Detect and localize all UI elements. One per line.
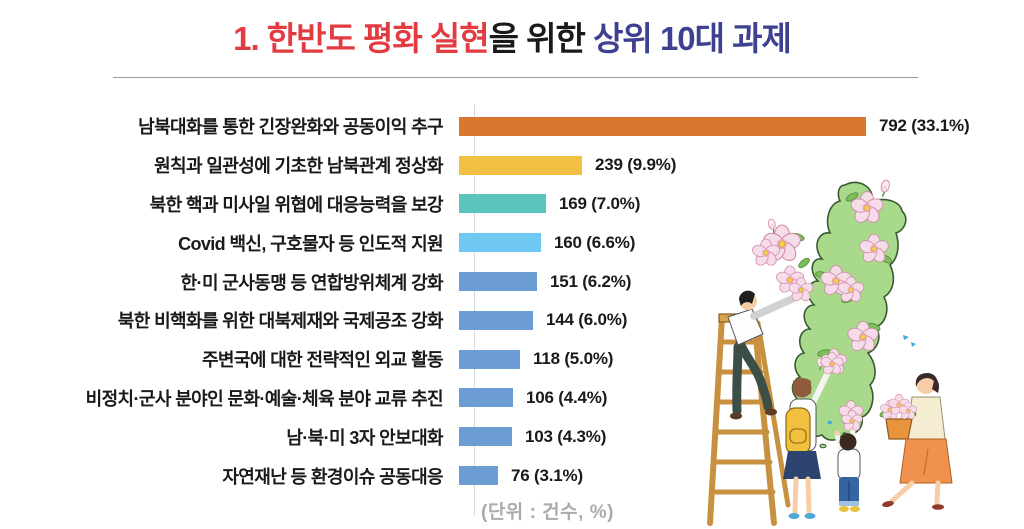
category-label: 비정치·군사 분야인 문화·예술·체육 분야 교류 추진 [85, 388, 444, 409]
category-label: 자연재난 등 환경이슈 공동대응 [222, 466, 443, 487]
value-label: 792 (33.1%) [879, 116, 970, 136]
page-title: 1. 한반도 평화 실현을 위한 상위 10대 과제 [0, 12, 1024, 60]
bar [459, 427, 512, 447]
value-label: 239 (9.9%) [595, 155, 677, 175]
value-label: 169 (7.0%) [559, 193, 641, 213]
bar [459, 155, 582, 175]
value-label: 76 (3.1%) [511, 465, 583, 485]
bar-row: 북한 비핵화를 위한 대북제재와 국제공조 강화 144 (6.0%) [0, 301, 1024, 340]
bar [459, 388, 513, 408]
chart-axis-line [474, 104, 475, 516]
bar [459, 310, 533, 330]
value-label: 106 (4.4%) [526, 387, 608, 407]
bar-row: 남·북·미 3자 안보대화 103 (4.3%) [0, 417, 1024, 456]
value-label: 103 (4.3%) [525, 426, 607, 446]
title-divider [113, 77, 918, 78]
value-label: 151 (6.2%) [550, 271, 632, 291]
title-navy-segment: 상위 10대 과제 [593, 20, 792, 57]
bar-row: 원칙과 일관성에 기초한 남북관계 정상화 239 (9.9%) [0, 146, 1024, 185]
bar-rows: 남북대화를 통한 긴장완화와 공동이익 추구 792 (33.1%) 원칙과 일… [0, 107, 1024, 495]
category-label: Covid 백신, 구호물자 등 인도적 지원 [178, 233, 444, 254]
bar-row: 북한 핵과 미사일 위협에 대응능력을 보강 169 (7.0%) [0, 185, 1024, 224]
title-red-segment: 1. 한반도 평화 실현 [233, 20, 490, 57]
unit-footnote: (단위 : 건수, %) [481, 502, 614, 523]
bar [459, 349, 520, 369]
category-label: 원칙과 일관성에 기초한 남북관계 정상화 [154, 156, 444, 177]
bar-row: 자연재난 등 환경이슈 공동대응 76 (3.1%) [0, 456, 1024, 495]
category-label: 한·미 군사동맹 등 연합방위체계 강화 [180, 272, 444, 293]
bar-row: 비정치·군사 분야인 문화·예술·체육 분야 교류 추진 106 (4.4%) [0, 379, 1024, 418]
bar-row: Covid 백신, 구호물자 등 인도적 지원 160 (6.6%) [0, 223, 1024, 262]
category-label: 남·북·미 3자 안보대화 [286, 427, 443, 448]
bar [459, 194, 546, 214]
value-label: 118 (5.0%) [533, 349, 614, 369]
category-label: 남북대화를 통한 긴장완화와 공동이익 추구 [138, 117, 443, 138]
bar [459, 116, 866, 136]
category-label: 북한 핵과 미사일 위협에 대응능력을 보강 [149, 194, 444, 215]
bar [459, 272, 537, 292]
bar-row: 남북대화를 통한 긴장완화와 공동이익 추구 792 (33.1%) [0, 107, 1024, 146]
bar [459, 233, 541, 253]
value-label: 160 (6.6%) [554, 232, 636, 252]
category-label: 주변국에 대한 전략적인 외교 활동 [201, 350, 444, 371]
value-label: 144 (6.0%) [546, 310, 628, 330]
title-black-segment: 을 위한 [488, 20, 594, 57]
bar-row: 주변국에 대한 전략적인 외교 활동 118 (5.0%) [0, 340, 1024, 379]
category-label: 북한 비핵화를 위한 대북제재와 국제공조 강화 [117, 311, 444, 332]
bar [459, 466, 498, 486]
bar-row: 한·미 군사동맹 등 연합방위체계 강화 151 (6.2%) [0, 262, 1024, 301]
